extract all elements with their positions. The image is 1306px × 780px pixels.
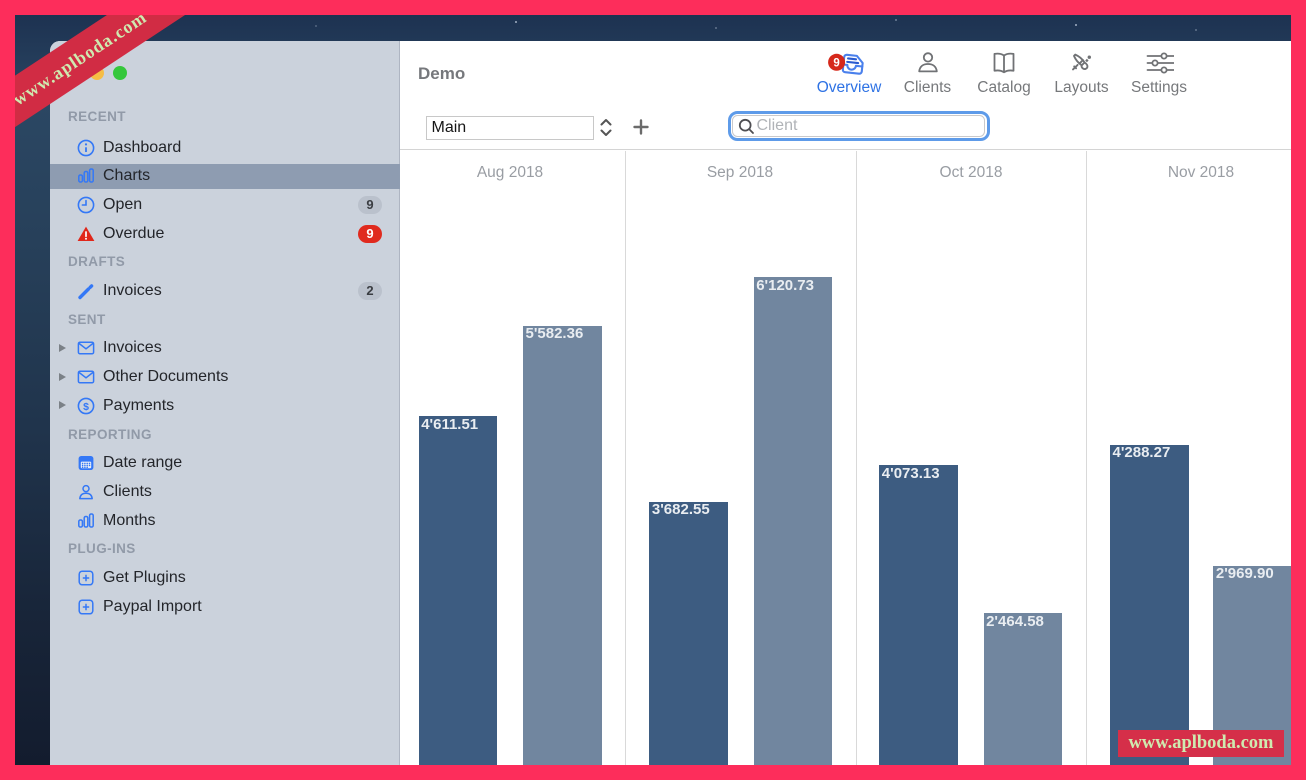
svg-text:9: 9 (833, 57, 839, 69)
svg-text:$: $ (83, 401, 89, 413)
